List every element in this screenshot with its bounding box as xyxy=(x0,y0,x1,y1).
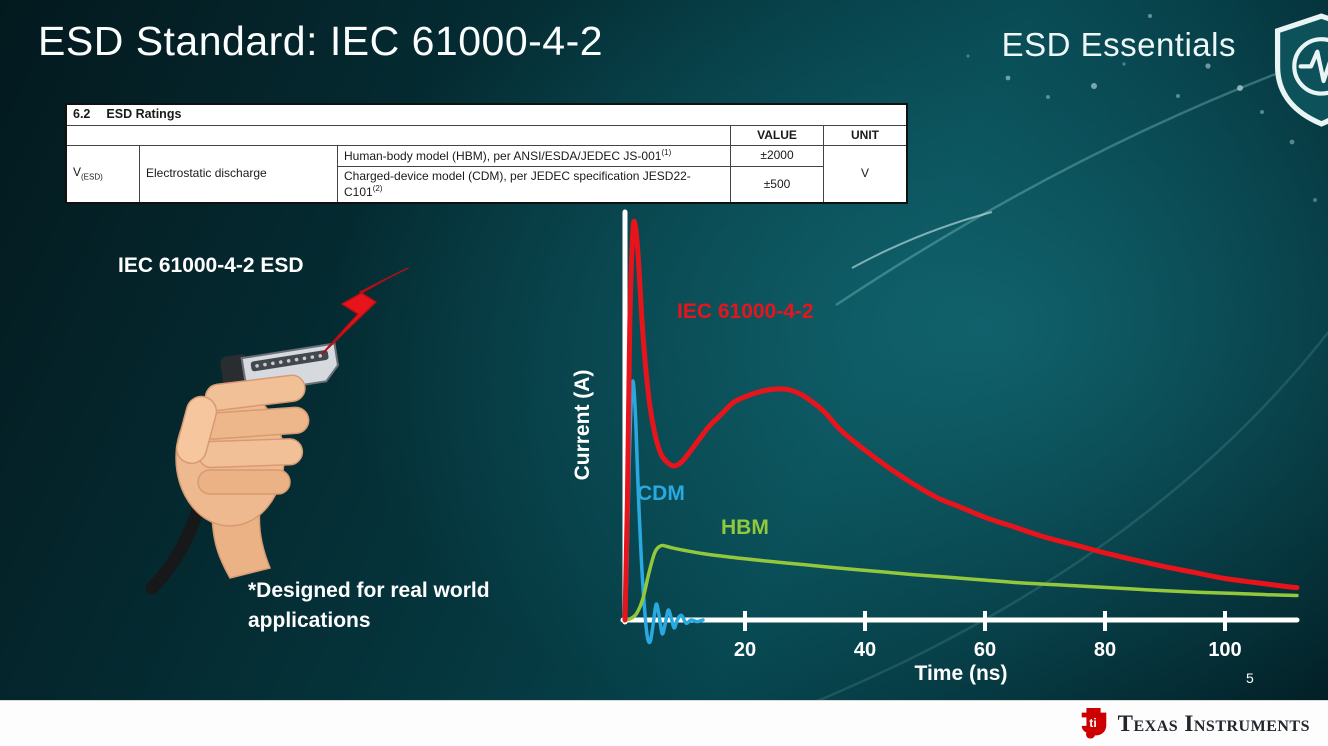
note-line-2: applications xyxy=(248,609,371,633)
svg-text:40: 40 xyxy=(854,639,876,661)
unit-cell: V xyxy=(823,144,908,204)
ti-bug-icon: ti xyxy=(1081,707,1106,739)
shield-pulse-icon xyxy=(1269,12,1328,132)
x-axis-ticks: 20 40 60 80 100 xyxy=(734,611,1242,661)
hand xyxy=(175,374,310,579)
cdm-curve xyxy=(623,379,705,645)
y-axis-title: Current (A) xyxy=(571,370,594,481)
cdm-model-cell: Charged-device model (CDM), per JEDEC sp… xyxy=(337,165,731,204)
hbm-value-cell: ±2000 xyxy=(730,144,824,167)
hbm-model-cell: Human-body model (HBM), per ANSI/ESDA/JE… xyxy=(337,144,731,167)
cdm-curve-label: CDM xyxy=(637,482,685,505)
waveform-chart: 20 40 60 80 100 IEC 61000-4-2 CDM HBM Time (… xyxy=(555,200,1310,690)
svg-text:100: 100 xyxy=(1208,639,1241,661)
esd-ratings-table: 6.2 ESD Ratings VALUE UNIT V(ESD) Electro… xyxy=(65,103,908,204)
svg-text:ti: ti xyxy=(1089,715,1097,729)
texas-instruments-logo: ti Texas Instruments xyxy=(1078,707,1310,741)
designed-note: *Designed for real world applications xyxy=(248,576,490,637)
note-line-1: *Designed for real world xyxy=(248,579,490,602)
series-brand-title: ESD Essentials xyxy=(1001,26,1236,63)
hand-holding-hdmi-connector xyxy=(112,258,424,603)
svg-text:20: 20 xyxy=(734,639,756,661)
illustration-caption: IEC 61000-4-2 ESD xyxy=(118,254,304,277)
section-number: 6.2 xyxy=(73,107,91,121)
parameter-cell: Electrostatic discharge xyxy=(139,144,338,204)
value-column-header: VALUE xyxy=(730,124,824,146)
hbm-curve-label: HBM xyxy=(721,516,769,539)
unit-column-header: UNIT xyxy=(823,124,908,146)
symbol-cell: V(ESD) xyxy=(65,144,140,204)
cdm-value-cell: ±500 xyxy=(730,165,824,204)
blank-header-cell xyxy=(65,124,731,146)
chart-axes xyxy=(620,209,1300,625)
table-section-header: 6.2 ESD Ratings xyxy=(65,103,908,126)
page-number: 5 xyxy=(1246,670,1254,686)
svg-text:80: 80 xyxy=(1094,639,1116,661)
iec-curve-label: IEC 61000-4-2 xyxy=(677,300,814,323)
slide-footer: ti Texas Instruments xyxy=(0,700,1328,746)
iec-curve xyxy=(622,218,1300,623)
svg-text:60: 60 xyxy=(974,639,996,661)
x-axis-title: Time (ns) xyxy=(915,662,1008,685)
hbm-curve xyxy=(623,543,1299,622)
texas-instruments-wordmark: Texas Instruments xyxy=(1117,710,1310,736)
red-lightning-bolt-icon xyxy=(321,267,409,355)
section-title: ESD Ratings xyxy=(106,107,182,121)
page-title: ESD Standard: IEC 61000-4-2 xyxy=(38,18,604,64)
